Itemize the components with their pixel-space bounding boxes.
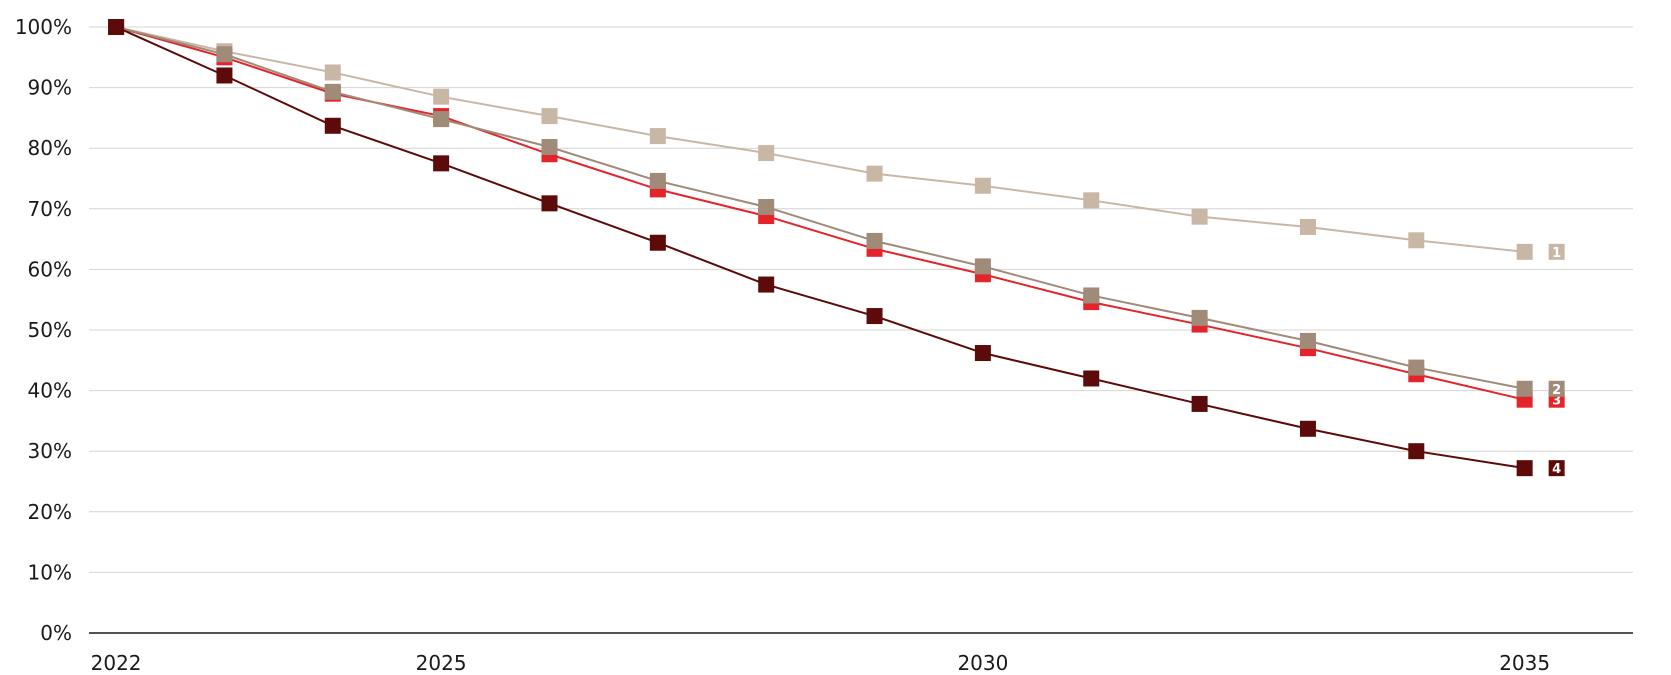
y-tick-label: 90% (28, 76, 72, 100)
series-line-1 (115, 26, 1525, 253)
data-point (1516, 380, 1533, 397)
data-point (433, 111, 450, 128)
x-tick-label: 2025 (416, 651, 467, 675)
data-point (1516, 460, 1533, 477)
series-end-label: 4 (1552, 462, 1561, 477)
data-point (324, 83, 341, 100)
x-tick-label: 2030 (957, 651, 1008, 675)
series-line-4 (115, 26, 1525, 470)
series-4 (108, 19, 1533, 477)
data-point (216, 67, 233, 84)
data-point (216, 46, 233, 63)
data-point (1299, 218, 1316, 235)
data-point (324, 64, 341, 81)
data-point (541, 138, 558, 155)
y-axis-ticks: 0% 10% 20% 30% 40% 50% 60% 70% 80% 90% 100% (15, 15, 72, 645)
y-tick-label: 20% (28, 500, 72, 524)
data-point (1516, 243, 1533, 260)
data-point (1191, 309, 1208, 326)
data-point (1299, 332, 1316, 349)
y-tick-label: 70% (28, 197, 72, 221)
data-point (758, 145, 775, 162)
series-group (108, 19, 1533, 477)
data-point (1408, 443, 1425, 460)
data-point (649, 234, 666, 251)
data-point (541, 195, 558, 212)
data-point (1083, 370, 1100, 387)
data-point (1191, 208, 1208, 225)
data-point (866, 232, 883, 249)
series-3 (108, 19, 1533, 408)
series-end-badge-2 (1548, 380, 1565, 397)
x-tick-label: 2035 (1499, 651, 1550, 675)
data-point (1083, 192, 1100, 209)
series-end-badge-4 (1548, 460, 1565, 477)
data-point (1408, 359, 1425, 376)
data-point (433, 88, 450, 105)
y-tick-label: 50% (28, 318, 72, 342)
data-point (541, 108, 558, 125)
data-point (1299, 420, 1316, 437)
y-tick-label: 0% (40, 621, 72, 645)
data-point (1408, 232, 1425, 249)
data-point (974, 177, 991, 194)
y-tick-label: 80% (28, 136, 72, 160)
series-line-2 (115, 26, 1525, 390)
y-tick-label: 40% (28, 379, 72, 403)
data-point (758, 276, 775, 293)
data-point (866, 165, 883, 182)
series-end-labels: 1 32 4 (1548, 243, 1565, 477)
series-end-label: 3 (1552, 394, 1561, 409)
data-point (649, 172, 666, 189)
series-end-badge-1 (1548, 243, 1565, 260)
data-point (866, 308, 883, 325)
data-point (974, 345, 991, 362)
y-tick-label: 10% (28, 560, 72, 584)
data-point (1083, 287, 1100, 304)
series-2 (108, 19, 1533, 397)
x-tick-label: 2022 (91, 651, 142, 675)
series-end-label: 2 (1552, 383, 1561, 398)
y-tick-label: 30% (28, 439, 72, 463)
x-axis-ticks: 2022 2025 2030 2035 (91, 651, 1550, 675)
series-end-label: 1 (1552, 246, 1561, 261)
data-point (758, 198, 775, 215)
data-point (1191, 395, 1208, 412)
data-point (324, 117, 341, 134)
y-tick-label: 60% (28, 257, 72, 281)
data-point (974, 258, 991, 275)
data-point (649, 128, 666, 145)
data-point (433, 155, 450, 172)
gridlines (89, 26, 1633, 573)
y-tick-label: 100% (15, 15, 72, 39)
data-point (108, 19, 125, 35)
